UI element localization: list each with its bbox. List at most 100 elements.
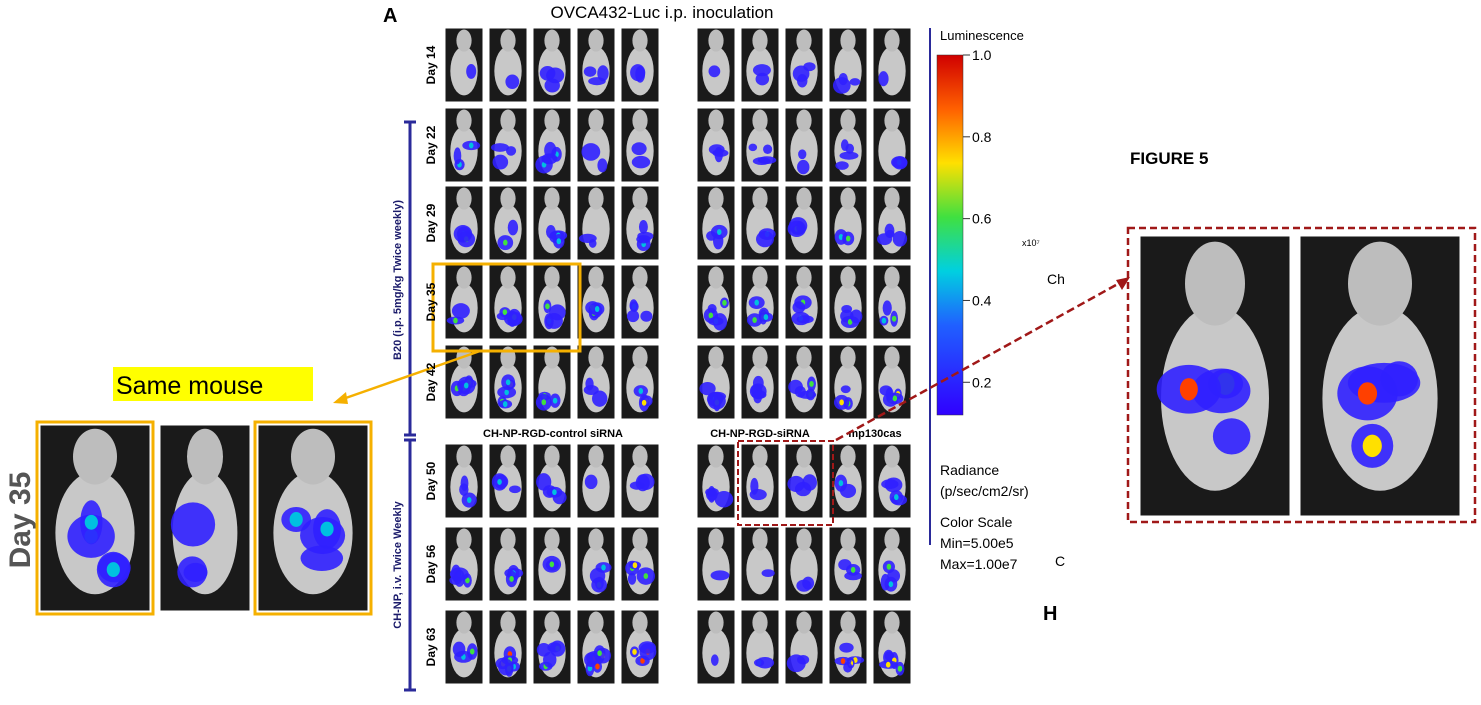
signal (468, 142, 474, 149)
mouse-head (840, 346, 856, 369)
signal (1362, 434, 1382, 458)
signal (755, 230, 774, 248)
mouse-head (796, 187, 812, 210)
mouse-head (840, 528, 856, 551)
scale-title: Color Scale (940, 514, 1013, 530)
signal (845, 235, 851, 242)
signal (714, 490, 734, 508)
arrow (339, 349, 481, 402)
signal (536, 473, 552, 491)
signal (796, 315, 814, 324)
signal (545, 303, 550, 310)
signal (601, 564, 606, 571)
mouse-head (500, 29, 516, 52)
signal (1380, 361, 1419, 397)
colorbar-title: Luminescence (940, 28, 1024, 43)
signal (630, 64, 646, 82)
mouse-head (187, 428, 223, 485)
signal (849, 78, 861, 86)
mouse-head (884, 266, 900, 289)
signal (454, 569, 465, 587)
mouse-head (588, 611, 604, 634)
mouse-head (796, 528, 812, 551)
signal (708, 65, 721, 78)
signal (170, 502, 216, 547)
signal (289, 512, 303, 527)
mouse-head (752, 611, 768, 634)
signal (504, 389, 509, 396)
signal (463, 382, 469, 389)
arrow-head (333, 392, 348, 404)
signal (595, 576, 604, 590)
colorbar-tick-label: 0.8 (972, 129, 992, 145)
signal (707, 392, 726, 410)
signal (503, 239, 508, 246)
mouse-head (796, 29, 812, 52)
signal (509, 575, 514, 582)
zoom-box (1126, 226, 1477, 524)
signal (469, 648, 475, 655)
mouse-head (752, 29, 768, 52)
signal (502, 309, 508, 316)
signal (629, 299, 638, 312)
signal (507, 219, 519, 236)
signal (453, 147, 462, 165)
channel: Ch (1047, 271, 1065, 287)
signal (722, 299, 727, 306)
signal (850, 309, 863, 324)
signal (595, 663, 600, 670)
signal (504, 311, 523, 327)
signal (106, 562, 120, 578)
signal (838, 480, 844, 487)
arrow-head (1116, 277, 1130, 290)
signal (881, 479, 899, 489)
mouse-images (444, 27, 912, 685)
mouse-head (840, 187, 856, 210)
panel-label: A (383, 5, 397, 27)
column-label: CH-NP-RGD-siRNA (710, 428, 810, 440)
signal (891, 315, 897, 322)
colorbar-tick-label: 1.0 (972, 47, 992, 63)
signal (840, 385, 851, 394)
mouse-head (1185, 241, 1245, 326)
signal (881, 317, 887, 324)
mouse-head (632, 266, 648, 289)
day-label: Day 63 (424, 627, 438, 666)
signal (584, 474, 598, 490)
mouse-head (752, 528, 768, 551)
signal (1357, 382, 1378, 405)
mouse-head (500, 109, 516, 132)
mouse-head (544, 445, 560, 468)
signal (492, 154, 509, 170)
mouse-body (582, 462, 610, 512)
signal (840, 139, 849, 151)
signal (635, 474, 650, 492)
mouse-head (456, 109, 472, 132)
signal (465, 577, 470, 584)
mouse-head (884, 611, 900, 634)
mouse-head (840, 29, 856, 52)
mouse-head (884, 445, 900, 468)
mouse-head (840, 109, 856, 132)
signal (544, 78, 560, 93)
signal (712, 313, 728, 331)
signal (892, 395, 898, 402)
signal (752, 64, 771, 77)
signal (699, 381, 716, 396)
signal (847, 318, 853, 325)
signal (505, 74, 520, 90)
signal (763, 314, 769, 321)
signal (1179, 378, 1198, 401)
signal (752, 317, 757, 323)
mouse-head (456, 187, 472, 210)
mouse-head (840, 445, 856, 468)
mouse-head (632, 29, 648, 52)
signal (885, 661, 891, 668)
day-label: Day 56 (424, 544, 438, 583)
signal (791, 225, 805, 236)
mouse-head (588, 187, 604, 210)
signal (748, 143, 758, 152)
mouse-head (544, 611, 560, 634)
signal (752, 375, 764, 391)
mouse-head (544, 29, 560, 52)
